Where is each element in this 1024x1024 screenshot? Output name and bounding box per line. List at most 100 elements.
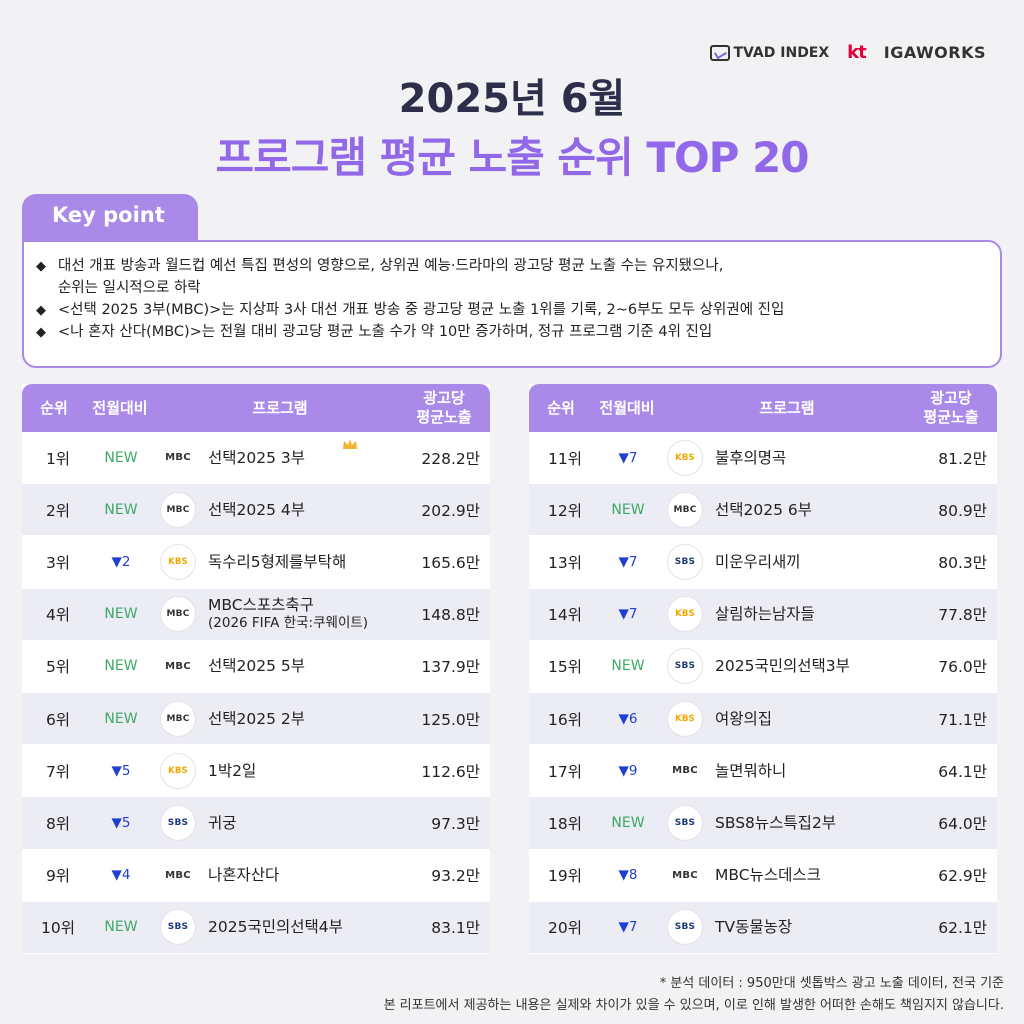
table-row: 2위 NEW MBC 선택2025 4부 202.9만 <box>22 484 490 537</box>
kbs-logo-icon: KBS <box>667 439 703 476</box>
mbc-logo-icon: MBC <box>160 491 196 528</box>
header-rank: 순위 <box>547 398 575 417</box>
footnote-disclaimer: 본 리포트에서 제공하는 내용은 실제와 차이가 있을 수 있으며, 이로 인해… <box>383 998 1004 1013</box>
table-row: 13위 ▼7 SBS 미운우리새끼 80.3만 <box>529 536 997 589</box>
program-name: 선택2025 3부 <box>208 448 306 467</box>
program-cell: 2025국민의선택4부 <box>208 902 418 953</box>
program-cell: 선택2025 3부 <box>208 432 418 483</box>
table-row: 10위 NEW SBS 2025국민의선택4부 83.1만 <box>22 901 490 954</box>
value-cell: 80.3만 <box>938 553 987 572</box>
program-name: 2025국민의선택4부 <box>208 918 343 937</box>
header-rank: 순위 <box>40 398 68 417</box>
channel-logo-cell: MBC <box>158 589 198 640</box>
channel-logo-cell: MBC <box>158 484 198 535</box>
mbc-logo-icon: MBC <box>160 596 196 633</box>
table-row: 6위 NEW MBC 선택2025 2부 125.0만 <box>22 692 490 746</box>
program-cell: 살림하는남자들 <box>715 589 925 640</box>
rank-cell: 14위 <box>548 606 582 625</box>
value-cell: 76.0만 <box>938 658 987 677</box>
change-cell: ▼5 <box>111 814 131 831</box>
change-cell: NEW <box>611 501 645 518</box>
program-cell: 귀궁 <box>208 797 418 848</box>
ranking-table-left: 순위 전월대비 프로그램 광고당 평균노출 1위 NEW MBC 선택2025 3부 22… <box>22 384 490 954</box>
table-row: 9위 ▼4 MBC 나혼자산다 93.2만 <box>22 849 490 902</box>
value-cell: 165.6만 <box>421 553 480 572</box>
page-title: 프로그램 평균 노출 순위 TOP 20 <box>215 133 809 182</box>
ranking-table-right: 순위 전월대비 프로그램 광고당 평균노출 11위 ▼7 KBS 불후의명곡 81.2만 1… <box>529 384 997 954</box>
sbs-logo-icon: SBS <box>667 804 703 841</box>
value-cell: 93.2만 <box>431 867 480 886</box>
change-cell: NEW <box>104 658 138 675</box>
change-cell: ▼7 <box>618 606 638 623</box>
table-row: 12위 NEW MBC 선택2025 6부 80.9만 <box>529 484 997 537</box>
table-header: 순위 전월대비 프로그램 광고당 평균노출 <box>22 384 490 432</box>
rank-cell: 1위 <box>45 449 71 468</box>
table-body: 11위 ▼7 KBS 불후의명곡 81.2만 12위 NEW MBC 선택2025 6부 80.9… <box>529 432 997 954</box>
program-cell: 선택2025 6부 <box>715 484 925 535</box>
keypoint-tab: Key point <box>22 194 198 240</box>
rank-cell: 9위 <box>45 867 71 886</box>
rank-cell: 15위 <box>548 658 582 677</box>
program-name: SBS8뉴스특집2부 <box>715 813 837 832</box>
program-name: 선택2025 5부 <box>208 657 306 676</box>
program-name-block: MBC스포츠축구 (2026 FIFA 한국:쿠웨이트) <box>208 596 368 632</box>
channel-logo-cell: MBC <box>158 693 198 744</box>
program-cell: 1박2일 <box>208 745 418 796</box>
program-cell: 2025국민의선택3부 <box>715 641 925 692</box>
program-cell: 미운우리새끼 <box>715 536 925 587</box>
header-program: 프로그램 <box>759 398 815 417</box>
program-name: MBC뉴스데스크 <box>715 866 821 885</box>
program-cell: 독수리5형제를부탁해 <box>208 536 418 587</box>
mbc-logo-icon: MBC <box>165 660 191 672</box>
value-cell: 81.2만 <box>938 449 987 468</box>
table-row: 14위 ▼7 KBS 살림하는남자들 77.8만 <box>529 588 997 641</box>
kbs-logo-icon: KBS <box>667 596 703 633</box>
value-cell: 97.3만 <box>431 814 480 833</box>
table-header: 순위 전월대비 프로그램 광고당 평균노출 <box>529 384 997 432</box>
channel-logo-cell: SBS <box>158 902 198 953</box>
sbs-logo-icon: SBS <box>667 648 703 685</box>
rank-cell: 8위 <box>45 814 71 833</box>
mbc-logo-icon: MBC <box>667 491 703 528</box>
rank-cell: 19위 <box>548 867 582 886</box>
value-cell: 62.1만 <box>938 919 987 938</box>
header-change: 전월대비 <box>599 398 655 417</box>
header-program: 프로그램 <box>252 398 308 417</box>
rank-cell: 4위 <box>45 606 71 625</box>
rank-cell: 11위 <box>548 449 582 468</box>
table-row: 17위 ▼9 MBC 놀면뭐하니 64.1만 <box>529 745 997 798</box>
channel-logo-cell: MBC <box>665 484 705 535</box>
program-cell: 놀면뭐하니 <box>715 745 925 796</box>
table-row: 5위 NEW MBC 선택2025 5부 137.9만 <box>22 640 490 693</box>
page-subtitle-date: 2025년 6월 <box>398 76 626 122</box>
channel-logo-cell: MBC <box>665 850 705 901</box>
program-name: 선택2025 4부 <box>208 500 306 519</box>
program-name: 살림하는남자들 <box>715 605 815 624</box>
program-cell: SBS8뉴스특집2부 <box>715 797 925 848</box>
rank-cell: 6위 <box>45 710 71 729</box>
mbc-logo-icon: MBC <box>672 869 698 881</box>
rank-cell: 5위 <box>45 658 71 677</box>
change-cell: ▼6 <box>618 710 638 727</box>
rank-cell: 20위 <box>548 919 582 938</box>
tvad-index-logo: TVAD INDEX <box>709 44 829 61</box>
value-cell: 71.1만 <box>938 710 987 729</box>
keypoint-line: ◆ 대선 개표 방송과 월드컵 예선 특집 편성의 영향으로, 상위권 예능·드… <box>36 256 1000 276</box>
tv-chart-icon <box>709 44 730 61</box>
keypoint-line: ◆ <선택 2025 3부(MBC)>는 지상파 3사 대선 개표 방송 중 광… <box>36 300 1000 320</box>
change-cell: NEW <box>611 814 645 831</box>
change-cell: NEW <box>104 606 138 623</box>
program-cell: MBC뉴스데스크 <box>715 850 925 901</box>
change-cell: NEW <box>104 501 138 518</box>
program-cell: 나혼자산다 <box>208 850 418 901</box>
program-name: 2025국민의선택3부 <box>715 657 850 676</box>
value-cell: 202.9만 <box>421 501 480 520</box>
table-row: 4위 NEW MBC MBC스포츠축구 (2026 FIFA 한국:쿠웨이트) 148.8… <box>22 588 490 641</box>
kbs-logo-icon: KBS <box>160 752 196 789</box>
program-name: 독수리5형제를부탁해 <box>208 552 347 571</box>
table-body: 1위 NEW MBC 선택2025 3부 228.2만 2위 NEW MBC 선택2025 4부… <box>22 432 490 954</box>
value-cell: 80.9만 <box>938 501 987 520</box>
value-cell: 83.1만 <box>431 919 480 938</box>
sbs-logo-icon: SBS <box>160 804 196 841</box>
program-name: 선택2025 6부 <box>715 500 813 519</box>
